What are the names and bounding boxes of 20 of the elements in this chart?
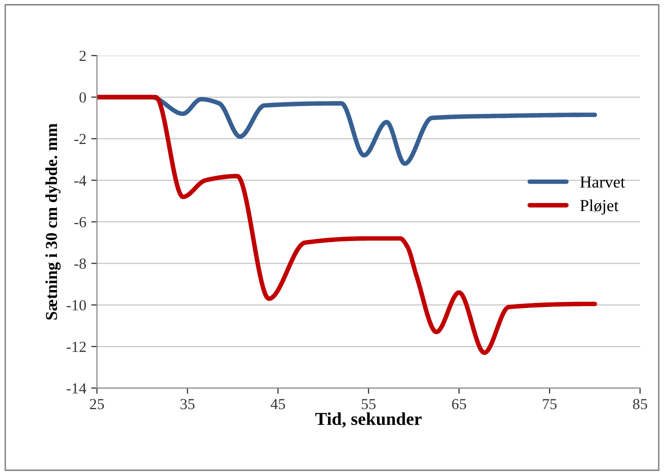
legend-label: Pløjet xyxy=(580,199,619,215)
y-tick-label: -14 xyxy=(66,383,86,394)
x-tick-label: 75 xyxy=(542,399,557,410)
y-tick-label: 2 xyxy=(80,50,86,61)
x-tick-label: 45 xyxy=(270,399,286,410)
x-tick-label: 25 xyxy=(90,398,104,410)
y-tick-label: -6 xyxy=(74,217,86,228)
y-tick-label: -4 xyxy=(74,176,86,186)
y-tick-label: -10 xyxy=(66,300,86,310)
y-tick-label: -8 xyxy=(74,258,86,269)
y-axis-title: Sætning i 30 cm dybde. mm xyxy=(45,123,61,320)
x-tick-label: 55 xyxy=(362,399,376,410)
x-tick-label: 65 xyxy=(452,398,466,410)
x-tick-label: 85 xyxy=(633,398,648,410)
y-tick-label: 0 xyxy=(79,92,86,103)
y-tick-label: -2 xyxy=(74,134,86,144)
x-axis-title: Tid, sekunder xyxy=(315,412,422,428)
x-tick-label: 35 xyxy=(180,398,195,410)
legend-label: Harvet xyxy=(580,176,625,188)
y-tick-label: -12 xyxy=(66,342,86,352)
